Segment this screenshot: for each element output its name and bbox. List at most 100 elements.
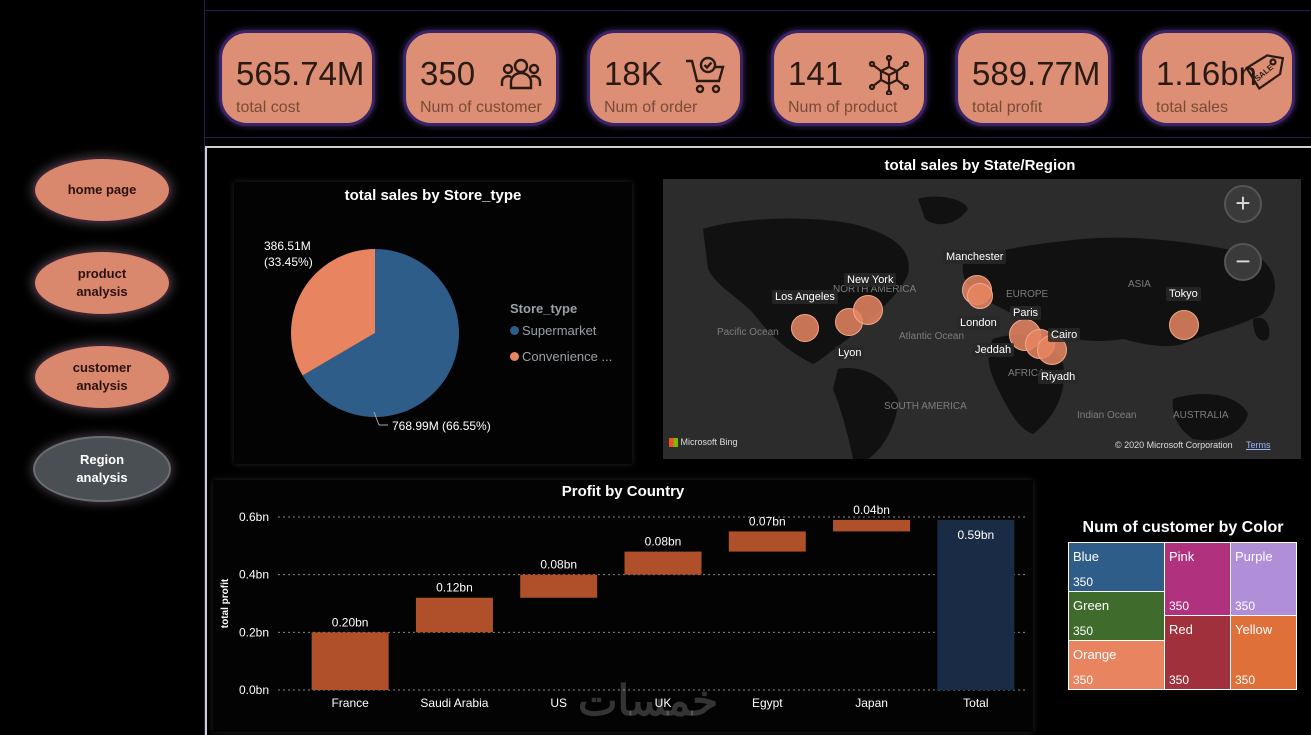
- region-label: NORTH AMERICA: [833, 284, 917, 295]
- kpi-value: 565.74M: [236, 55, 365, 92]
- treemap-cell-red[interactable]: Red 350: [1164, 615, 1231, 690]
- bar-value-label: 0.12bn: [436, 581, 473, 595]
- waterfall-bar-france[interactable]: [311, 632, 389, 690]
- city-label: New York: [844, 273, 897, 287]
- frame-divider-top: [204, 10, 1311, 11]
- treemap-cell-green[interactable]: Green 350: [1068, 591, 1165, 641]
- pie-label-line: 386.51M: [264, 239, 311, 253]
- kpi-value: 589.77M: [972, 55, 1101, 92]
- region-label: Atlantic Ocean: [899, 331, 965, 342]
- legend-label: Convenience ...: [522, 349, 613, 364]
- x-tick-label: Total: [963, 696, 988, 710]
- map-bubble-london[interactable]: [967, 283, 993, 309]
- x-tick-label: Japan: [855, 696, 888, 710]
- map-copyright: © 2020 Microsoft Corporation: [1115, 440, 1233, 450]
- zoom-in-button[interactable]: +: [1224, 185, 1262, 223]
- kpi-card-num-order: 18K Num of order: [587, 30, 743, 126]
- legend-dot: [510, 326, 519, 335]
- region-label: EUROPE: [1006, 289, 1049, 300]
- nav-customer-analysis-button[interactable]: customer analysis: [33, 344, 171, 410]
- pie-slice-convenience[interactable]: [291, 249, 375, 376]
- waterfall-bar-uk[interactable]: [624, 551, 702, 575]
- kpi-value: 18K: [604, 55, 663, 92]
- cart-check-icon: [686, 56, 725, 94]
- pie-label-convenience: 386.51M (33.45%): [264, 238, 313, 270]
- nav-label: home page: [67, 182, 137, 197]
- watermark: خمسات: [578, 677, 719, 724]
- city-label: London: [957, 316, 1000, 330]
- bar-value-label: 0.08bn: [540, 558, 577, 572]
- bar-value-label: 0.20bn: [332, 615, 369, 629]
- map-bubble-new-york[interactable]: [853, 295, 883, 325]
- map-terms-link[interactable]: Terms: [1246, 440, 1271, 450]
- pie-legend-item-supermarket[interactable]: Supermarket: [510, 323, 596, 338]
- region-label: Indian Ocean: [1077, 410, 1137, 421]
- treemap-cell-name: Purple: [1235, 549, 1273, 564]
- kpi-value: 350: [420, 55, 476, 92]
- waterfall-bar-total[interactable]: [937, 519, 1015, 690]
- bar-value-label: 0.07bn: [749, 514, 786, 528]
- region-label: AUSTRALIA: [1173, 410, 1229, 421]
- map-panel: total sales by State/Region EUROPE ASIA …: [659, 155, 1301, 461]
- treemap-cell-orange[interactable]: Orange 350: [1068, 640, 1165, 690]
- x-tick-label: UK: [655, 696, 672, 710]
- waterfall-bar-us[interactable]: [520, 574, 598, 598]
- treemap-cell-blue[interactable]: Blue 350: [1068, 542, 1165, 592]
- legend-dot: [510, 352, 519, 361]
- nav-home-page-button[interactable]: home page: [33, 157, 171, 223]
- map-canvas[interactable]: EUROPE ASIA NORTH AMERICA Pacific Ocean …: [663, 179, 1301, 459]
- pie-label-line: (33.45%): [264, 255, 313, 269]
- nav-product-analysis-button[interactable]: product analysis: [33, 250, 171, 316]
- nav-label: product analysis: [76, 266, 128, 299]
- treemap-cell-value: 350: [1073, 624, 1094, 638]
- waterfall-chart: 0.0bn 0.2bn 0.4bn 0.6bn total profit 0.20bn Fr…: [220, 503, 1028, 710]
- map-bubble-los-angeles[interactable]: [791, 314, 819, 342]
- city-label: Cairo: [1048, 328, 1081, 342]
- bing-attribution: Microsoft Bing: [669, 437, 738, 448]
- map-bubble-tokyo[interactable]: [1169, 310, 1199, 340]
- x-tick-label: US: [550, 696, 567, 710]
- pie-chart: [291, 249, 459, 426]
- waterfall-bar-saudi-arabia[interactable]: [415, 597, 493, 633]
- map-title: total sales by State/Region: [884, 157, 1076, 174]
- zoom-out-button[interactable]: −: [1224, 243, 1262, 281]
- city-label: Tokyo: [1166, 287, 1201, 301]
- treemap-cell-yellow[interactable]: Yellow 350: [1230, 615, 1297, 690]
- kpi-card-total-sales: 1.16bn total sales SALE: [1139, 30, 1295, 126]
- kpi-card-total-cost: 565.74M total cost: [219, 30, 375, 126]
- pie-label-supermarket: 768.99M (66.55%): [392, 419, 491, 433]
- sale-tag-icon: SALE: [1245, 54, 1284, 91]
- treemap-cell-value: 350: [1169, 599, 1190, 613]
- content-left-border: [205, 146, 207, 735]
- treemap-cell-name: Pink: [1169, 549, 1195, 564]
- kpi-card-total-profit: 589.77M total profit: [955, 30, 1111, 126]
- waterfall-bar-egypt[interactable]: [728, 531, 806, 552]
- pie-legend-item-convenience[interactable]: Convenience ...: [510, 349, 612, 364]
- treemap-cell-purple[interactable]: Purple 350: [1230, 542, 1297, 616]
- nav-region-analysis-button[interactable]: Region analysis: [33, 436, 171, 502]
- kpi-label: total cost: [236, 99, 301, 116]
- nav-label: Region analysis: [76, 452, 128, 485]
- waterfall-title: Profit by Country: [561, 483, 685, 500]
- kpi-value: 1.16bn: [1156, 55, 1257, 92]
- city-label: Jeddah: [972, 343, 1015, 357]
- treemap-cell-value: 350: [1235, 599, 1256, 613]
- treemap-panel: Num of customer by Color Blue 350 Green 35…: [1065, 514, 1301, 694]
- treemap-cell-pink[interactable]: Pink 350: [1164, 542, 1231, 616]
- legend-label: Supermarket: [522, 323, 597, 338]
- kpi-card-num-customer: 350 Num of customer: [403, 30, 559, 126]
- pie-leader-line: [373, 411, 380, 426]
- waterfall-bar-japan[interactable]: [833, 519, 911, 532]
- region-label: Pacific Ocean: [717, 327, 779, 338]
- x-tick-label: Saudi Arabia: [420, 696, 488, 710]
- bar-value-label: 0.59bn: [958, 528, 995, 542]
- region-label: ASIA: [1128, 279, 1151, 290]
- customers-icon: [500, 58, 542, 90]
- x-tick-label: Egypt: [752, 696, 783, 710]
- frame-divider-left: [204, 0, 205, 735]
- city-label: Paris: [1010, 306, 1042, 320]
- treemap-cell-value: 350: [1073, 673, 1094, 687]
- pie-legend-title: Store_type: [510, 301, 578, 316]
- pie-slice-supermarket[interactable]: [302, 249, 459, 417]
- x-tick-label: France: [331, 696, 369, 710]
